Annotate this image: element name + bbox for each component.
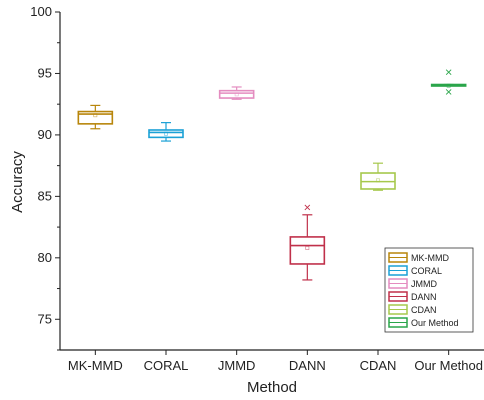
legend-label: DANN	[411, 292, 437, 302]
x-axis-title: Method	[247, 379, 297, 396]
mean-marker	[234, 92, 239, 97]
mean-marker	[446, 83, 451, 88]
x-tick-label: DANN	[289, 358, 326, 373]
mean-marker	[376, 178, 380, 183]
legend-label: JMMD	[411, 279, 437, 289]
box-iqr	[289, 236, 326, 265]
legend-label: CORAL	[411, 266, 442, 276]
x-tick-label: JMMD	[218, 358, 256, 373]
box-iqr	[148, 129, 184, 139]
box-our-method	[430, 69, 467, 95]
y-tick-label: 95	[38, 65, 52, 80]
legend: MK-MMD CORAL JMMD DANN CDAN Our Method	[384, 247, 474, 333]
y-axis: 75 80 85 90 95 100	[30, 4, 60, 351]
legend-label: CDAN	[411, 305, 437, 315]
y-tick-label: 85	[38, 188, 52, 203]
box-coral	[148, 122, 184, 142]
y-axis-title: Accuracy	[9, 151, 26, 213]
outlier-marker	[445, 69, 452, 76]
box-dann	[289, 204, 326, 281]
mean-marker	[305, 246, 310, 250]
boxes	[77, 69, 467, 281]
x-tick-label: MK-MMD	[68, 358, 123, 373]
y-tick-label: 75	[38, 311, 52, 326]
legend-label: MK-MMD	[411, 253, 449, 263]
legend-label: Our Method	[411, 318, 459, 328]
outlier-marker	[304, 204, 311, 211]
x-tick-label: CORAL	[144, 358, 189, 373]
box-jmmd	[218, 86, 255, 100]
box-iqr	[218, 89, 255, 99]
mean-marker	[93, 113, 98, 118]
box-mk-mmd	[77, 104, 114, 130]
box-iqr	[77, 110, 114, 125]
mean-marker	[164, 131, 168, 136]
x-tick-label: Our Method	[414, 358, 483, 373]
x-tick-label: CDAN	[360, 358, 397, 373]
plot-area	[59, 12, 484, 351]
y-tick-label: 90	[38, 127, 52, 142]
y-tick-label: 80	[38, 250, 52, 265]
y-tick-label: 100	[30, 4, 52, 19]
box-cdan	[360, 162, 396, 191]
x-axis: MK-MMD CORAL JMMD DANN CDAN Our Method	[68, 350, 483, 373]
outlier-marker	[445, 89, 452, 95]
